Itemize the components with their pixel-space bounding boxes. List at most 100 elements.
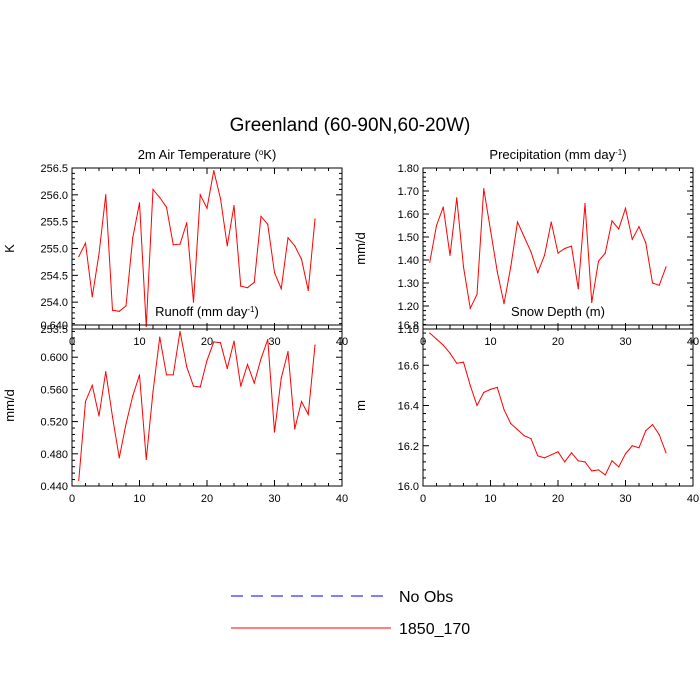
data-point: [179, 243, 181, 245]
data-point: [84, 242, 87, 244]
data-point: [584, 203, 586, 205]
data-point: [618, 466, 620, 468]
y-tick-label: 256.5: [40, 163, 68, 175]
data-point: [192, 385, 195, 387]
y-axis-label: m: [353, 400, 368, 411]
y-tick-label: 1.80: [398, 163, 419, 175]
data-point: [503, 408, 505, 411]
data-point: [449, 352, 451, 354]
series-line: [78, 170, 316, 327]
data-point: [645, 430, 647, 432]
y-axis-label: K: [2, 244, 17, 253]
data-point: [665, 452, 667, 454]
y-axis-label: mm/d: [2, 389, 17, 422]
data-point: [273, 272, 276, 274]
data-point: [240, 385, 242, 387]
legend: No Obs 1850_170: [231, 589, 470, 638]
y-tick-label: 253.5: [40, 324, 68, 336]
data-point: [260, 358, 262, 360]
data-point: [638, 226, 640, 228]
x-tick-label: 40: [687, 493, 699, 505]
x-tick-label: 30: [619, 336, 631, 348]
legend-label-1850-170: 1850_170: [399, 621, 470, 638]
data-point: [570, 245, 573, 247]
data-point: [145, 458, 147, 461]
data-point: [138, 374, 141, 376]
data-point: [118, 457, 120, 459]
data-point: [273, 431, 276, 433]
data-point: [658, 434, 660, 436]
data-point: [314, 218, 316, 220]
panel-snow-depth-m: Snow Depth (m) m 0 10 20 30 40 16.0 16.2 16.4 16.6…: [353, 304, 699, 505]
data-point: [91, 296, 93, 298]
plot-frame: [422, 324, 694, 487]
data-point: [456, 362, 458, 364]
data-point: [105, 194, 107, 196]
data-point: [550, 221, 552, 223]
panel-2m-air-temperature-k: 2m Air Temperature (oK)K0 10 20 30 40253.525…: [2, 147, 348, 348]
data-point: [233, 204, 235, 207]
x-tick-label: 10: [133, 336, 145, 348]
data-point: [456, 197, 458, 199]
data-point: [584, 461, 586, 463]
y-tick-label: 16.0: [398, 481, 419, 493]
data-point: [132, 237, 134, 239]
data-point: [300, 258, 303, 260]
y-tick-label: 1.10: [398, 324, 419, 336]
data-point: [240, 285, 242, 287]
data-point: [260, 215, 262, 217]
data-point: [206, 359, 208, 362]
data-point: [591, 301, 593, 304]
data-point: [253, 382, 255, 384]
y-tick-label: 256.0: [40, 190, 68, 202]
data-point: [543, 254, 546, 256]
y-tick-label: 1.20: [398, 301, 419, 313]
data-point: [132, 395, 134, 397]
data-point: [78, 479, 80, 481]
series-line: [78, 331, 316, 481]
data-point: [503, 303, 505, 305]
data-point: [489, 388, 492, 390]
series-line: [429, 332, 667, 476]
data-point: [489, 229, 492, 231]
data-point: [159, 196, 161, 199]
data-point: [91, 384, 93, 386]
data-point: [429, 261, 431, 263]
data-point: [186, 222, 188, 224]
y-tick-label: 1.70: [398, 186, 419, 198]
data-point: [206, 207, 208, 209]
data-point: [442, 344, 444, 346]
y-tick-label: 1.50: [398, 232, 419, 244]
data-point: [125, 423, 127, 425]
data-point: [233, 340, 235, 342]
x-tick-label: 10: [484, 493, 496, 505]
data-point: [213, 341, 215, 343]
panels: 2m Air Temperature (oK) K 0 10 20 30 40 253.5 25…: [2, 147, 699, 505]
data-point: [287, 350, 289, 353]
data-point: [597, 469, 600, 471]
data-point: [118, 310, 120, 312]
y-tick-label: 16.4: [398, 401, 419, 413]
data-point: [294, 245, 296, 247]
data-point: [645, 242, 647, 244]
data-point: [577, 460, 579, 462]
data-point: [199, 194, 201, 196]
data-point: [307, 289, 309, 291]
data-point: [78, 255, 80, 258]
data-point: [442, 206, 444, 208]
y-tick-label: 1.40: [398, 255, 419, 267]
x-tick-label: 10: [484, 336, 496, 348]
y-tick-label: 255.0: [40, 244, 68, 256]
x-tick-label: 40: [336, 493, 348, 505]
series-line: [429, 188, 667, 310]
data-point: [165, 374, 168, 376]
y-tick-label: 254.5: [40, 270, 68, 282]
x-tick-label: 0: [69, 493, 75, 505]
data-point: [496, 386, 498, 388]
x-tick-label: 20: [552, 493, 564, 505]
data-point: [570, 452, 573, 454]
panel-runoff-mm-day: Runoff (mm day-1) mm/d 0 10 20 30 40 0.440 0.480…: [2, 304, 348, 505]
x-tick-label: 0: [420, 493, 426, 505]
data-point: [611, 220, 613, 222]
data-point: [111, 416, 114, 418]
